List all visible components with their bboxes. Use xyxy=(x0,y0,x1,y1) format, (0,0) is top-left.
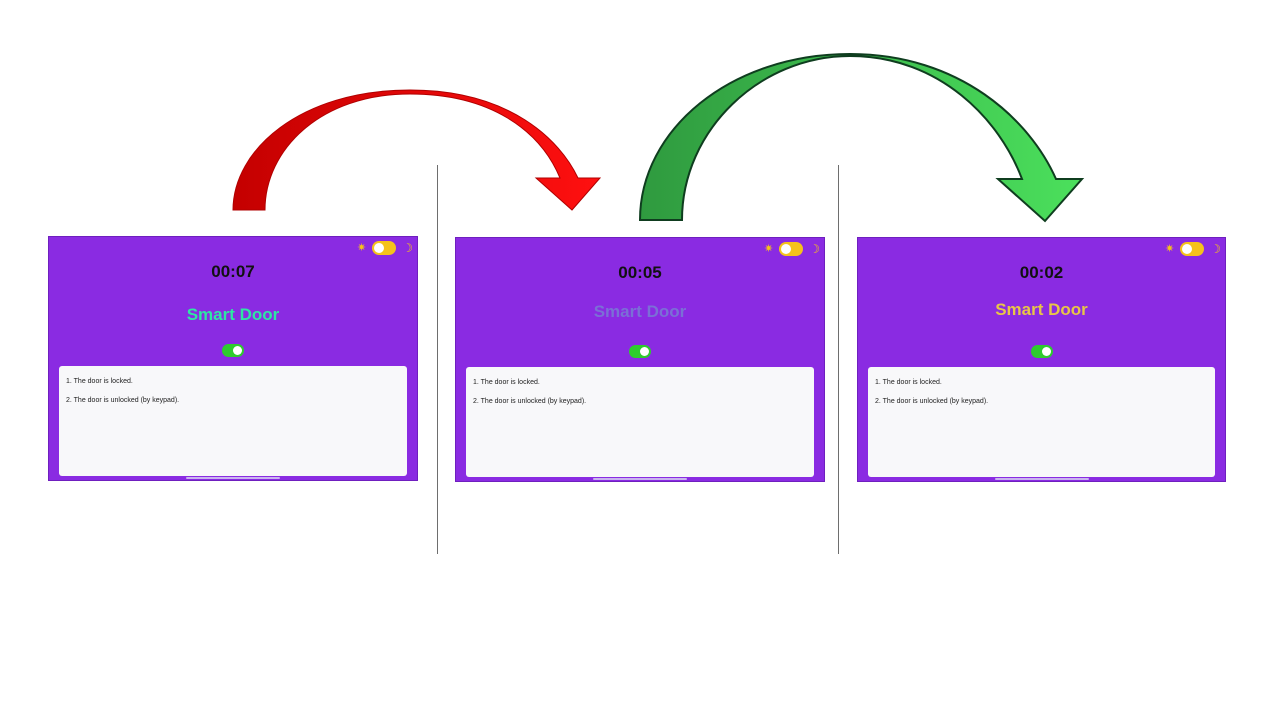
sun-icon: ✷ xyxy=(357,241,367,254)
timer: 00:07 xyxy=(211,262,255,281)
timer: 00:05 xyxy=(618,263,662,282)
theme-toggle[interactable]: ✷ ☽ xyxy=(1165,242,1221,256)
green-transition-arrow xyxy=(638,52,1085,223)
sun-icon: ✷ xyxy=(764,242,774,255)
home-indicator[interactable] xyxy=(994,478,1089,480)
moon-icon: ☽ xyxy=(809,242,820,256)
red-transition-arrow xyxy=(232,89,602,211)
lock-switch-knob xyxy=(640,347,649,356)
theme-toggle[interactable]: ✷ ☽ xyxy=(357,241,413,255)
log-entry: 2. The door is unlocked (by keypad). xyxy=(875,398,989,406)
lock-switch[interactable] xyxy=(629,345,651,358)
screen-1: ✷ ☽ 00:07 Smart Door 1. The door is lock… xyxy=(48,236,418,481)
timer: 00:02 xyxy=(1019,263,1064,282)
app-title: Smart Door xyxy=(593,302,687,321)
home-indicator[interactable] xyxy=(186,477,280,479)
log-entry: 1. The door is locked. xyxy=(875,379,942,386)
app-title: Smart Door xyxy=(995,300,1088,319)
theme-switch[interactable] xyxy=(779,242,804,256)
event-log: 1. The door is locked. 2. The door is un… xyxy=(59,366,407,476)
event-log: 1. The door is locked. 2. The door is un… xyxy=(466,367,814,477)
lock-switch[interactable] xyxy=(1030,345,1053,358)
theme-switch-knob xyxy=(1182,244,1193,254)
divider-right xyxy=(838,165,839,554)
theme-toggle[interactable]: ✷ ☽ xyxy=(764,242,820,256)
log-entry: 1. The door is locked. xyxy=(66,378,133,385)
screen-3: ✷ ☽ 00:02 Smart Door 1. The door is lock… xyxy=(857,237,1226,482)
home-indicator[interactable] xyxy=(593,478,687,480)
moon-icon: ☽ xyxy=(402,241,413,255)
log-entry: 2. The door is unlocked (by keypad). xyxy=(473,398,587,406)
lock-switch[interactable] xyxy=(222,344,244,357)
screen-2: ✷ ☽ 00:05 Smart Door 1. The door is lock… xyxy=(455,237,825,482)
lock-switch-knob xyxy=(1041,347,1051,356)
log-entry: 2. The door is unlocked (by keypad). xyxy=(66,397,180,405)
divider-left xyxy=(437,165,438,554)
theme-switch-knob xyxy=(374,243,385,253)
sun-icon: ✷ xyxy=(1165,242,1175,255)
app-title: Smart Door xyxy=(186,305,280,324)
log-entry: 1. The door is locked. xyxy=(473,379,540,386)
theme-switch-knob xyxy=(781,244,792,254)
event-log: 1. The door is locked. 2. The door is un… xyxy=(868,367,1215,477)
lock-switch-knob xyxy=(233,346,242,355)
theme-switch[interactable] xyxy=(1180,242,1205,256)
moon-icon: ☽ xyxy=(1210,242,1221,256)
theme-switch[interactable] xyxy=(372,241,397,255)
